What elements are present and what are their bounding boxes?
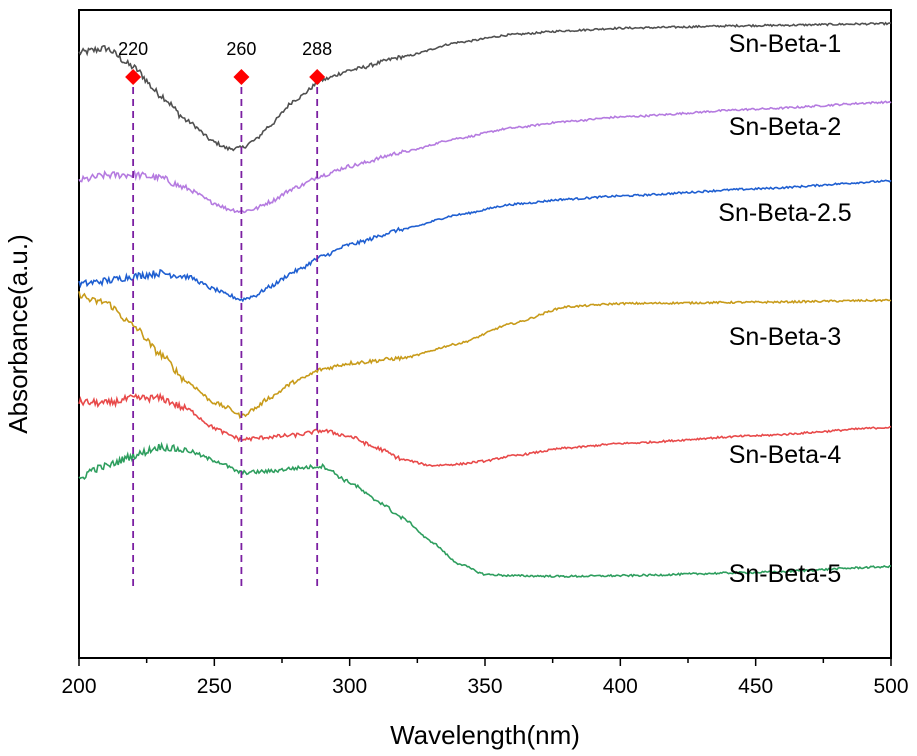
series-label: Sn-Beta-3 <box>729 323 842 351</box>
x-tick-label: 250 <box>197 675 232 698</box>
peak-marker-diamond <box>125 69 142 85</box>
x-tick-label: 450 <box>738 675 773 698</box>
peak-marker-diamond <box>309 69 326 85</box>
series-line-sn-beta-2.5 <box>78 179 892 303</box>
x-tick-label: 300 <box>332 675 367 698</box>
series-label: Sn-Beta-1 <box>729 30 842 58</box>
series-label: Sn-Beta-5 <box>729 560 842 588</box>
y-axis-title: Absorbance(a.u.) <box>3 234 33 433</box>
peak-marker-label: 220 <box>118 39 148 59</box>
peak-marker-layer: 220 260 288 <box>118 39 332 590</box>
series-layer <box>78 21 892 579</box>
x-tick-label: 350 <box>467 675 502 698</box>
x-tick-label: 500 <box>873 675 908 698</box>
series-line-sn-beta-1 <box>78 21 892 152</box>
x-axis-ticks: 200 250 300 350 400 450 500 <box>61 658 909 698</box>
x-tick-label: 400 <box>603 675 638 698</box>
series-label-layer: Sn-Beta-1 Sn-Beta-2 Sn-Beta-2.5 Sn-Beta-3 Sn… <box>718 30 851 588</box>
x-axis-title: Wavelength(nm) <box>390 720 580 750</box>
series-label: Sn-Beta-4 <box>729 441 842 469</box>
x-tick-label: 200 <box>61 675 96 698</box>
series-line-sn-beta-5 <box>78 441 892 579</box>
series-line-sn-beta-2 <box>78 100 892 214</box>
series-line-sn-beta-4 <box>78 392 892 467</box>
series-label: Sn-Beta-2.5 <box>718 199 851 227</box>
peak-marker-label: 288 <box>302 39 332 59</box>
peak-marker-label: 260 <box>226 39 256 59</box>
series-label: Sn-Beta-2 <box>729 113 842 141</box>
series-line-sn-beta-3 <box>78 291 892 420</box>
peak-marker-diamond <box>233 69 250 85</box>
